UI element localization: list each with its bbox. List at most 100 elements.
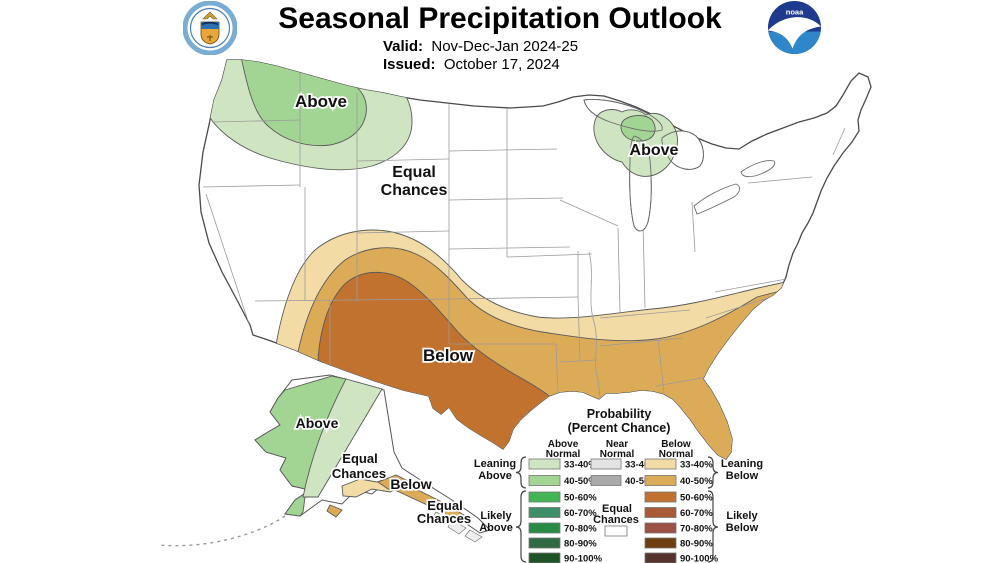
label-alaska-above: Above (296, 415, 339, 431)
legend-row-label: 33-40% (680, 460, 713, 471)
region-pnw-above-40-50 (239, 60, 367, 147)
legend-row-label: 50-60% (564, 493, 597, 504)
legend-swatch (528, 458, 561, 470)
legend-title-1: Probability (587, 407, 652, 421)
legend-swatch (528, 522, 561, 534)
brace-leaning-above (515, 456, 527, 489)
noaa-logo-text: noaa (786, 8, 804, 17)
legend-swatch (528, 491, 561, 503)
region-midwest-above-40-50 (620, 115, 656, 142)
label-se-alaska-equal-1: Equal (427, 498, 462, 513)
legend-swatch (644, 475, 677, 486)
legend-below-column: 33-40% 40-50% 50-60% 60-70% 70-80% 80-90… (644, 458, 719, 563)
legend-swatch (528, 475, 561, 486)
noaa-bird (768, 17, 821, 49)
legend-likely-below-1: Likely (726, 510, 758, 522)
state-boundaries (202, 62, 846, 398)
legend-col-above-2: Normal (546, 449, 581, 460)
map-labels: Above Equal Chances Above Below Above Eq… (293, 90, 680, 528)
legend-swatch (528, 507, 561, 518)
label-pnw-above: Above (295, 92, 347, 111)
brace-likely-below (707, 490, 719, 563)
legend-swatch (528, 537, 561, 549)
seal-anchor (207, 35, 213, 41)
legend-row-label: 33-40% (625, 460, 658, 471)
label-south-below: Below (423, 346, 474, 365)
legend-row-label: 90-100% (564, 554, 603, 563)
legend-row-label: 40-50% (680, 476, 713, 487)
lake-ontario (740, 160, 776, 178)
issued-label: Issued: (383, 56, 436, 73)
legend-row-label: 60-70% (680, 508, 713, 519)
legend-near-column: 33-40% 40-50% Equal Chances (590, 458, 658, 537)
region-midwest-above-33-40 (593, 109, 678, 177)
legend-title-2: (Percent Chance) (568, 421, 671, 435)
legend-col-below-2: Normal (659, 449, 694, 460)
valid-label: Valid: (383, 38, 424, 55)
legend-row-label: 40-50% (564, 476, 597, 487)
legend-leaning-above-2: Above (478, 470, 512, 482)
legend-swatch (644, 552, 677, 563)
legend-col-below-1: Below (661, 439, 691, 450)
seal-eagle (202, 11, 218, 20)
legend-row-label: 80-90% (680, 539, 713, 550)
legend-row-label: 33-40% (564, 460, 597, 471)
legend-row-label: 70-80% (564, 524, 597, 535)
valid-value: Nov-Dec-Jan 2024-25 (431, 38, 579, 55)
brace-leaning-below (707, 456, 719, 489)
legend-row-label: 60-70% (564, 508, 597, 519)
aleutian-islands (157, 515, 286, 547)
legend-likely-above-1: Likely (480, 510, 512, 522)
legend-col-above-1: Above (548, 439, 579, 450)
legend-row-label: 80-90% (564, 539, 597, 550)
legend-swatch (644, 507, 677, 518)
noaa-logo-icon: noaa (768, 1, 821, 54)
legend-equal-chances-1: Equal (602, 503, 632, 515)
legend-swatch (528, 552, 561, 563)
brace-likely-above (515, 490, 527, 563)
label-equal-chances-2: Chances (381, 182, 448, 199)
legend-swatch (644, 537, 677, 549)
legend-row-label: 70-80% (680, 524, 713, 535)
validity-block: Valid: Nov-Dec-Jan 2024-25 Issued: Octob… (383, 38, 578, 74)
legend-likely-below-2: Below (726, 522, 759, 534)
issued-line: Issued: October 17, 2024 (383, 56, 578, 74)
commerce-seal-icon (183, 1, 237, 55)
legend-leaning-above-1: Leaning (474, 458, 516, 470)
legend-leaning-below-2: Below (726, 470, 759, 482)
issued-value: October 17, 2024 (443, 56, 560, 73)
label-midwest-above: Above (630, 142, 679, 159)
legend-row-label: 40-50% (625, 476, 658, 487)
southeast-islands (431, 511, 483, 543)
legend-swatch (590, 475, 622, 486)
legend-equal-chances-2: Chances (593, 514, 639, 526)
legend-row-label: 50-60% (680, 493, 713, 504)
lake-outlines-overlay (583, 99, 704, 232)
legend-swatch (644, 522, 677, 534)
page-title: Seasonal Precipitation Outlook (278, 2, 722, 35)
legend-swatch (590, 458, 622, 470)
legend-likely-above-2: Above (479, 522, 513, 534)
legend-leaning-below-1: Leaning (721, 458, 763, 470)
seal-ship (202, 21, 218, 26)
legend-col-near-2: Normal (600, 449, 635, 460)
label-alaska-equal-2: Chances (332, 466, 386, 481)
alaska-inset (157, 374, 491, 547)
legend-above-column: 33-40% 40-50% 50-60% 60-70% 70-80% 80-90… (528, 458, 603, 563)
label-alaska-below: Below (390, 476, 431, 492)
region-south-below-50-60 (317, 272, 550, 453)
kodiak-island (326, 504, 343, 518)
label-se-alaska-equal-2: Chances (417, 511, 471, 526)
region-panhandle-below (394, 482, 468, 523)
legend-swatch-equal (604, 525, 628, 537)
valid-line: Valid: Nov-Dec-Jan 2024-25 (383, 38, 578, 56)
label-equal-chances-1: Equal (392, 164, 436, 181)
lake-erie (693, 183, 740, 215)
legend-col-near-1: Near (606, 439, 628, 450)
legend-swatch (644, 491, 677, 503)
legend: Probability (Percent Chance) Above Norma… (474, 407, 763, 563)
label-alaska-equal-1: Equal (342, 451, 377, 466)
legend-swatch (644, 458, 677, 470)
